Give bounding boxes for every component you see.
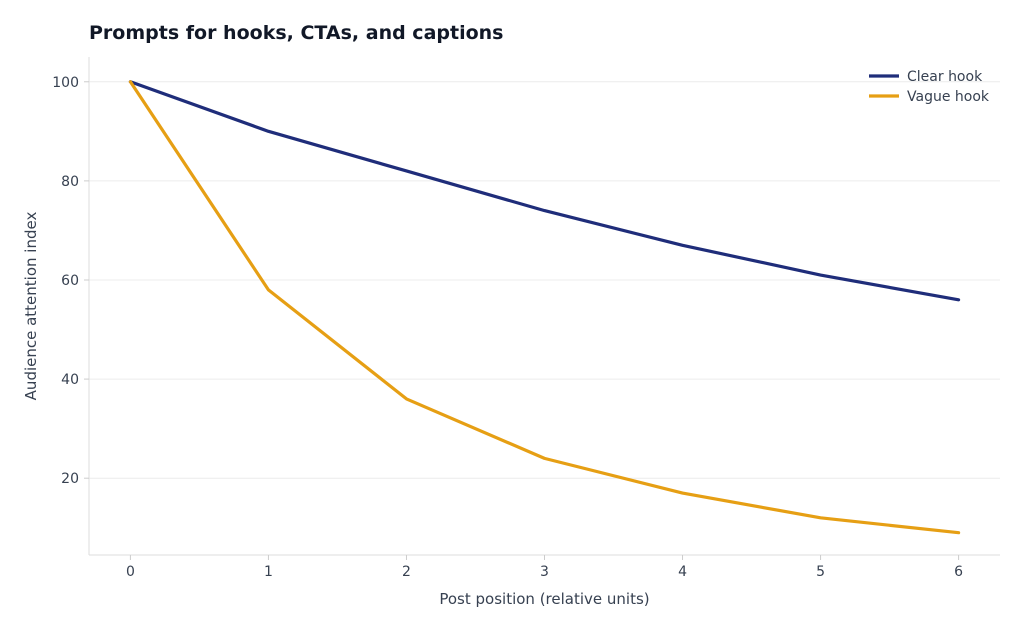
y-tick-label: 40 xyxy=(61,372,79,388)
x-tick-label: 6 xyxy=(954,564,963,580)
series xyxy=(128,80,961,535)
x-tick-label: 5 xyxy=(816,564,825,580)
grid xyxy=(89,81,1000,479)
x-tick-label: 4 xyxy=(678,564,687,580)
legend-label: Vague hook xyxy=(907,89,990,105)
series-line-2 xyxy=(128,80,961,535)
x-tick-label: 1 xyxy=(264,564,273,580)
legend-label: Clear hook xyxy=(907,69,983,85)
legend: Clear hook Vague hook xyxy=(869,69,990,105)
y-ticks: 20 40 60 80 100 xyxy=(52,75,89,487)
x-tick-label: 0 xyxy=(126,564,135,580)
x-tick-label: 2 xyxy=(402,564,411,580)
y-tick-label: 20 xyxy=(61,471,79,487)
series-line-1 xyxy=(128,80,961,302)
legend-item: Vague hook xyxy=(869,89,990,105)
axes xyxy=(88,57,1000,556)
y-tick-label: 80 xyxy=(61,174,79,190)
x-axis-label: Post position (relative units) xyxy=(439,590,649,608)
x-tick-label: 3 xyxy=(540,564,549,580)
legend-item: Clear hook xyxy=(869,69,983,85)
y-axis-label: Audience attention index xyxy=(22,212,40,401)
chart-title: Prompts for hooks, CTAs, and captions xyxy=(89,22,504,44)
x-ticks: 0 1 2 3 4 5 6 xyxy=(126,555,963,580)
y-tick-label: 100 xyxy=(52,75,79,91)
y-tick-label: 60 xyxy=(61,273,79,289)
